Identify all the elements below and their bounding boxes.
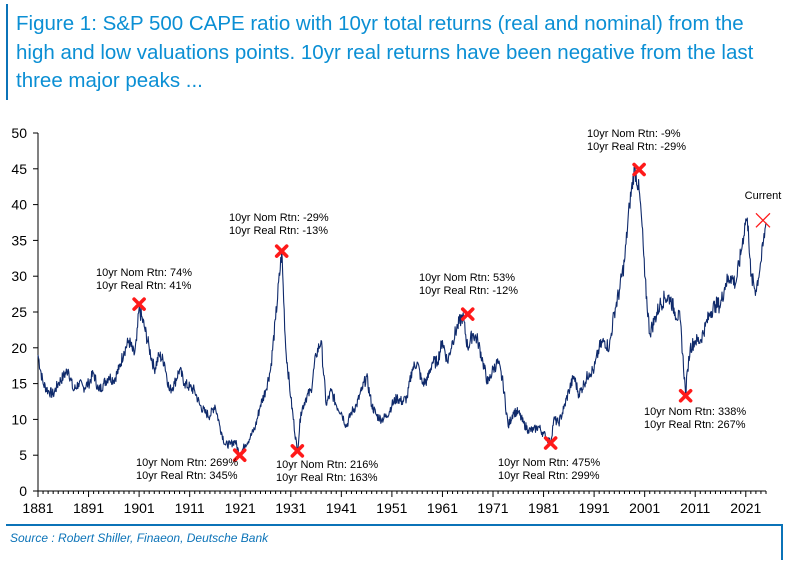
trough-marker xyxy=(678,388,693,403)
return-annotation: 10yr Nom Rtn: 216%10yr Real Rtn: 163% xyxy=(276,459,378,484)
x-tick-label: 1901 xyxy=(124,500,155,516)
x-tick-label: 1921 xyxy=(225,500,256,516)
x-tick-label: 1931 xyxy=(275,500,306,516)
real-return-label: 10yr Real Rtn: 163% xyxy=(276,472,378,484)
real-return-label: 10yr Real Rtn: 267% xyxy=(644,419,746,431)
x-tick-label: 1951 xyxy=(376,500,407,516)
y-tick-label: 40 xyxy=(11,197,27,213)
y-tick-label: 5 xyxy=(19,447,27,463)
marker-stroke xyxy=(755,212,771,228)
y-tick-label: 30 xyxy=(11,268,27,284)
real-return-label: 10yr Real Rtn: 41% xyxy=(96,280,192,292)
nominal-return-label: 10yr Nom Rtn: 338% xyxy=(644,406,746,418)
y-tick-label: 45 xyxy=(11,161,27,177)
x-tick-label: 1891 xyxy=(73,500,104,516)
y-axis: 0 5 10 15 20 25 30 35 40 45 50 xyxy=(11,125,39,499)
cape-line xyxy=(37,166,767,458)
marker-stroke xyxy=(290,444,305,458)
nominal-return-label: 10yr Nom Rtn: 216% xyxy=(276,459,378,471)
current-label: Current xyxy=(745,190,782,202)
real-return-label: 10yr Real Rtn: 345% xyxy=(136,470,238,482)
nominal-return-label: 10yr Nom Rtn: 269% xyxy=(136,457,238,469)
peak-marker xyxy=(274,244,289,258)
figure-title-box: Figure 1: S&P 500 CAPE ratio with 10yr t… xyxy=(6,4,788,100)
return-annotation: 10yr Nom Rtn: 475%10yr Real Rtn: 299% xyxy=(498,457,600,482)
x-tick-label: 2011 xyxy=(680,500,710,516)
marker-stroke xyxy=(460,307,475,321)
marker-stroke xyxy=(632,162,646,177)
trough-marker xyxy=(290,444,305,458)
x-tick-label: 1981 xyxy=(528,500,559,516)
real-return-label: 10yr Real Rtn: -12% xyxy=(419,285,518,297)
return-annotations: 10yr Nom Rtn: 74%10yr Real Rtn: 41%10yr … xyxy=(96,128,746,484)
nominal-return-label: 10yr Nom Rtn: -29% xyxy=(229,212,329,224)
real-return-label: 10yr Real Rtn: 299% xyxy=(498,470,600,482)
marker-stroke xyxy=(132,297,146,311)
current-marker xyxy=(755,212,771,228)
return-annotation: 10yr Nom Rtn: -29%10yr Real Rtn: -13% xyxy=(229,212,329,237)
x-tick-label: 1911 xyxy=(175,500,205,516)
marker-stroke xyxy=(232,448,247,463)
y-tick-label: 50 xyxy=(11,125,27,141)
source-divider xyxy=(6,524,781,526)
figure-title: Figure 1: S&P 500 CAPE ratio with 10yr t… xyxy=(16,12,754,92)
trough-marker xyxy=(232,448,247,463)
peak-marker xyxy=(632,162,646,177)
markers: Current xyxy=(132,162,782,463)
return-annotation: 10yr Nom Rtn: 269%10yr Real Rtn: 345% xyxy=(136,457,238,482)
peak-marker xyxy=(460,307,475,321)
marker-stroke xyxy=(678,388,693,403)
nominal-return-label: 10yr Nom Rtn: 475% xyxy=(498,457,600,469)
y-tick-label: 25 xyxy=(11,304,27,320)
x-tick-label: 1881 xyxy=(22,500,53,516)
marker-stroke xyxy=(543,436,558,450)
y-tick-label: 10 xyxy=(11,411,27,427)
return-annotation: 10yr Nom Rtn: 53%10yr Real Rtn: -12% xyxy=(419,272,518,297)
x-axis: 1881 1891 1901 1911 1921 1931 1941 1951 1961 1971… xyxy=(22,490,767,516)
x-tick-label: 1991 xyxy=(579,500,610,516)
nominal-return-label: 10yr Nom Rtn: 74% xyxy=(96,267,192,279)
return-annotation: 10yr Nom Rtn: 338%10yr Real Rtn: 267% xyxy=(644,406,746,431)
real-return-label: 10yr Real Rtn: -29% xyxy=(587,141,686,153)
real-return-label: 10yr Real Rtn: -13% xyxy=(229,225,328,237)
trough-marker xyxy=(543,436,558,450)
x-tick-label: 1941 xyxy=(326,500,357,516)
return-annotation: 10yr Nom Rtn: -9%10yr Real Rtn: -29% xyxy=(587,128,686,153)
x-tick-label: 1971 xyxy=(477,500,508,516)
source-edge xyxy=(781,524,783,560)
y-tick-label: 35 xyxy=(11,232,27,248)
nominal-return-label: 10yr Nom Rtn: 53% xyxy=(419,272,515,284)
peak-marker xyxy=(132,297,146,311)
return-annotation: 10yr Nom Rtn: 74%10yr Real Rtn: 41% xyxy=(96,267,192,292)
cape-series xyxy=(37,166,767,458)
y-tick-label: 15 xyxy=(11,376,27,392)
nominal-return-label: 10yr Nom Rtn: -9% xyxy=(587,128,681,140)
x-tick-label: 2001 xyxy=(629,500,660,516)
x-tick-label: 2021 xyxy=(730,500,761,516)
y-tick-label: 20 xyxy=(11,340,27,356)
source-note: Source : Robert Shiller, Finaeon, Deutsc… xyxy=(10,531,269,545)
y-tick-label: 0 xyxy=(19,483,27,499)
x-tick-label: 1961 xyxy=(427,500,458,516)
marker-stroke xyxy=(274,244,289,258)
